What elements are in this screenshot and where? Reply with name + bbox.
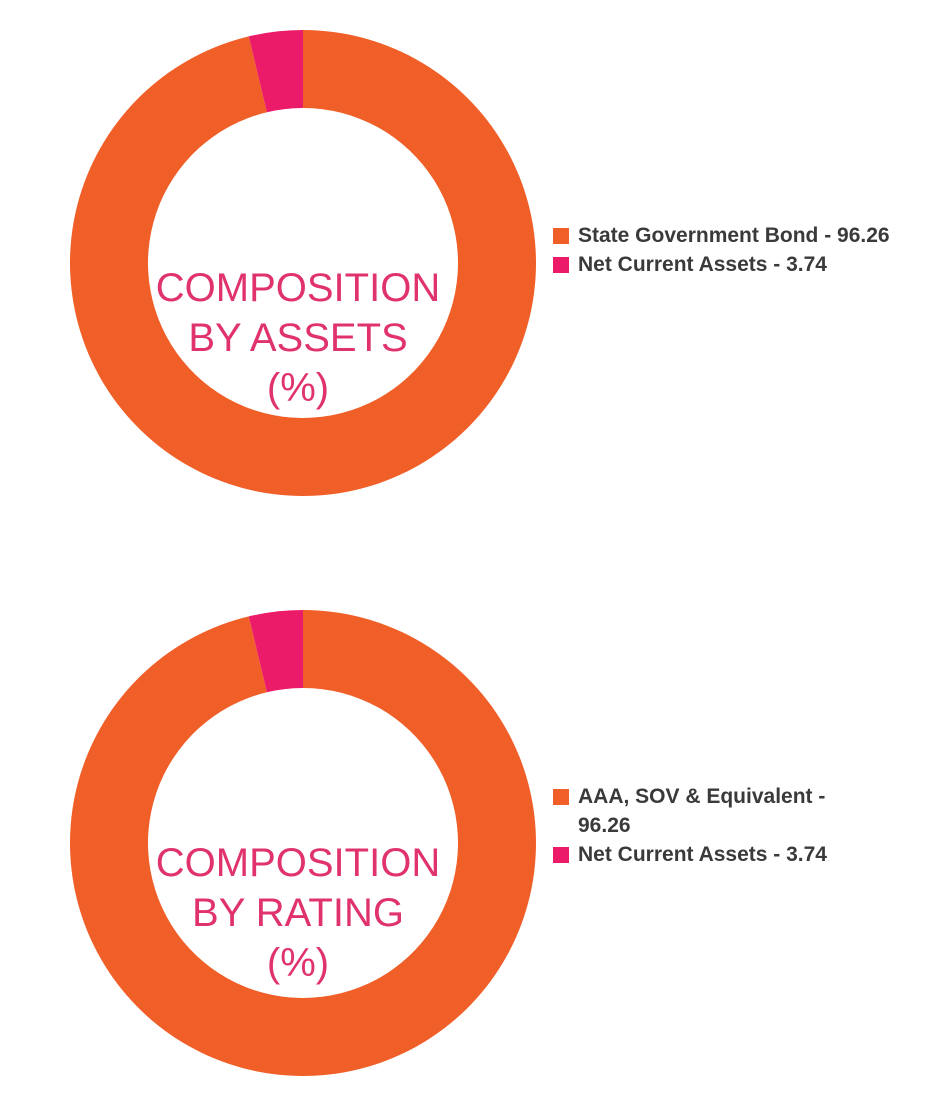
legend-label: Net Current Assets - 3.74 — [578, 253, 827, 276]
chart-center-label: COMPOSITION BY ASSETS (%) — [148, 263, 448, 413]
composition-by-assets-chart: COMPOSITION BY ASSETS (%) State Governme… — [0, 0, 952, 520]
legend-item: AAA, SOV & Equivalent - 96.26 — [553, 782, 853, 840]
center-label-line: BY ASSETS — [188, 316, 408, 360]
donut-slice-aaa-sov-equivalent — [69, 610, 536, 1076]
legend-item: State Government Bond - 96.26 — [553, 221, 933, 250]
center-label-line: BY RATING — [192, 891, 404, 935]
legend-label: AAA, SOV & Equivalent - 96.26 — [578, 785, 826, 837]
composition-by-rating-chart: COMPOSITION BY RATING (%) AAA, SOV & Equ… — [0, 580, 952, 1100]
legend-swatch — [553, 789, 569, 805]
center-label-line: (%) — [266, 366, 330, 410]
chart-center-label: COMPOSITION BY RATING (%) — [148, 838, 448, 988]
donut-slice-net-current-assets — [248, 30, 303, 113]
legend-item: Net Current Assets - 3.74 — [553, 250, 933, 279]
legend-item: Net Current Assets - 3.74 — [553, 840, 853, 869]
legend-swatch — [553, 847, 569, 863]
legend-swatch — [553, 257, 569, 273]
center-label-line: COMPOSITION — [155, 266, 441, 310]
donut-chart-assets — [69, 30, 536, 496]
legend-label: Net Current Assets - 3.74 — [578, 843, 827, 866]
chart-legend: State Government Bond - 96.26 Net Curren… — [553, 221, 933, 279]
donut-slice-net-current-assets — [248, 610, 303, 693]
chart-legend: AAA, SOV & Equivalent - 96.26 Net Curren… — [553, 782, 853, 869]
legend-swatch — [553, 228, 569, 244]
center-label-line: COMPOSITION — [155, 841, 441, 885]
legend-label: State Government Bond - 96.26 — [578, 224, 890, 247]
donut-slice-state-government-bond — [69, 30, 536, 496]
center-label-line: (%) — [266, 941, 330, 985]
donut-chart-rating — [69, 610, 536, 1076]
